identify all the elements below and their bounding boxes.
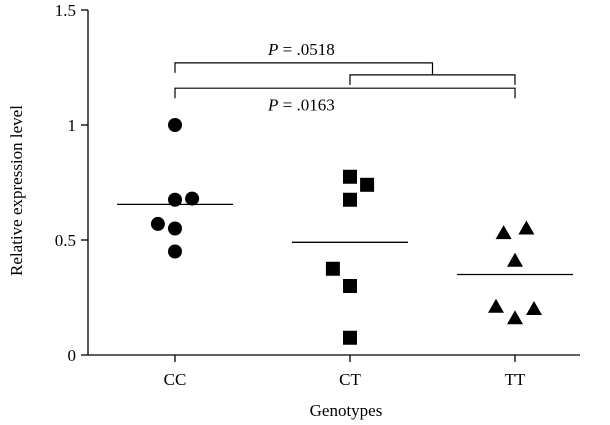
significance-bracket xyxy=(174,62,434,75)
point-tt xyxy=(507,252,523,267)
point-ct xyxy=(343,192,357,207)
p-value-number: = .0518 xyxy=(278,40,334,59)
y-tick-label: 1.5 xyxy=(55,1,76,20)
y-tick-label: 1 xyxy=(68,116,77,135)
significance-bracket xyxy=(174,87,516,99)
point-cc xyxy=(150,216,165,231)
p-value-symbol: P xyxy=(267,95,278,114)
p-value-label: P = .0163 xyxy=(267,95,335,114)
point-cc xyxy=(168,118,182,132)
axes: 0 0.5 1 1.5 CC CT TT xyxy=(55,1,580,389)
p-value-label: P = .0518 xyxy=(267,40,335,59)
point-cc xyxy=(168,192,182,207)
x-tick-label-tt: TT xyxy=(505,370,526,389)
x-axis-label: Genotypes xyxy=(310,401,383,420)
point-tt xyxy=(507,310,523,325)
point-ct xyxy=(343,330,357,345)
mean-lines xyxy=(117,203,573,276)
x-ticks: CC CT TT xyxy=(164,355,526,389)
x-tick-label-ct: CT xyxy=(339,370,361,389)
data-points xyxy=(150,118,542,345)
point-ct xyxy=(360,177,375,192)
y-tick-label: 0.5 xyxy=(55,231,76,250)
point-ct xyxy=(343,279,357,293)
point-cc xyxy=(168,221,182,236)
point-ct xyxy=(343,169,357,184)
point-tt xyxy=(518,220,535,235)
y-axis-label: Relative expression level xyxy=(7,105,26,276)
point-ct xyxy=(325,261,340,276)
point-cc xyxy=(168,244,182,259)
x-tick-label-cc: CC xyxy=(164,370,187,389)
sub-bracket xyxy=(349,74,516,85)
point-tt xyxy=(488,298,504,313)
p-value-symbol: P xyxy=(267,40,278,59)
point-cc xyxy=(185,191,200,206)
y-ticks: 0 0.5 1 1.5 xyxy=(55,1,88,365)
y-tick-label: 0 xyxy=(68,346,77,365)
point-tt xyxy=(495,225,512,240)
p-value-number: = .0163 xyxy=(278,95,334,114)
point-tt xyxy=(526,301,542,315)
